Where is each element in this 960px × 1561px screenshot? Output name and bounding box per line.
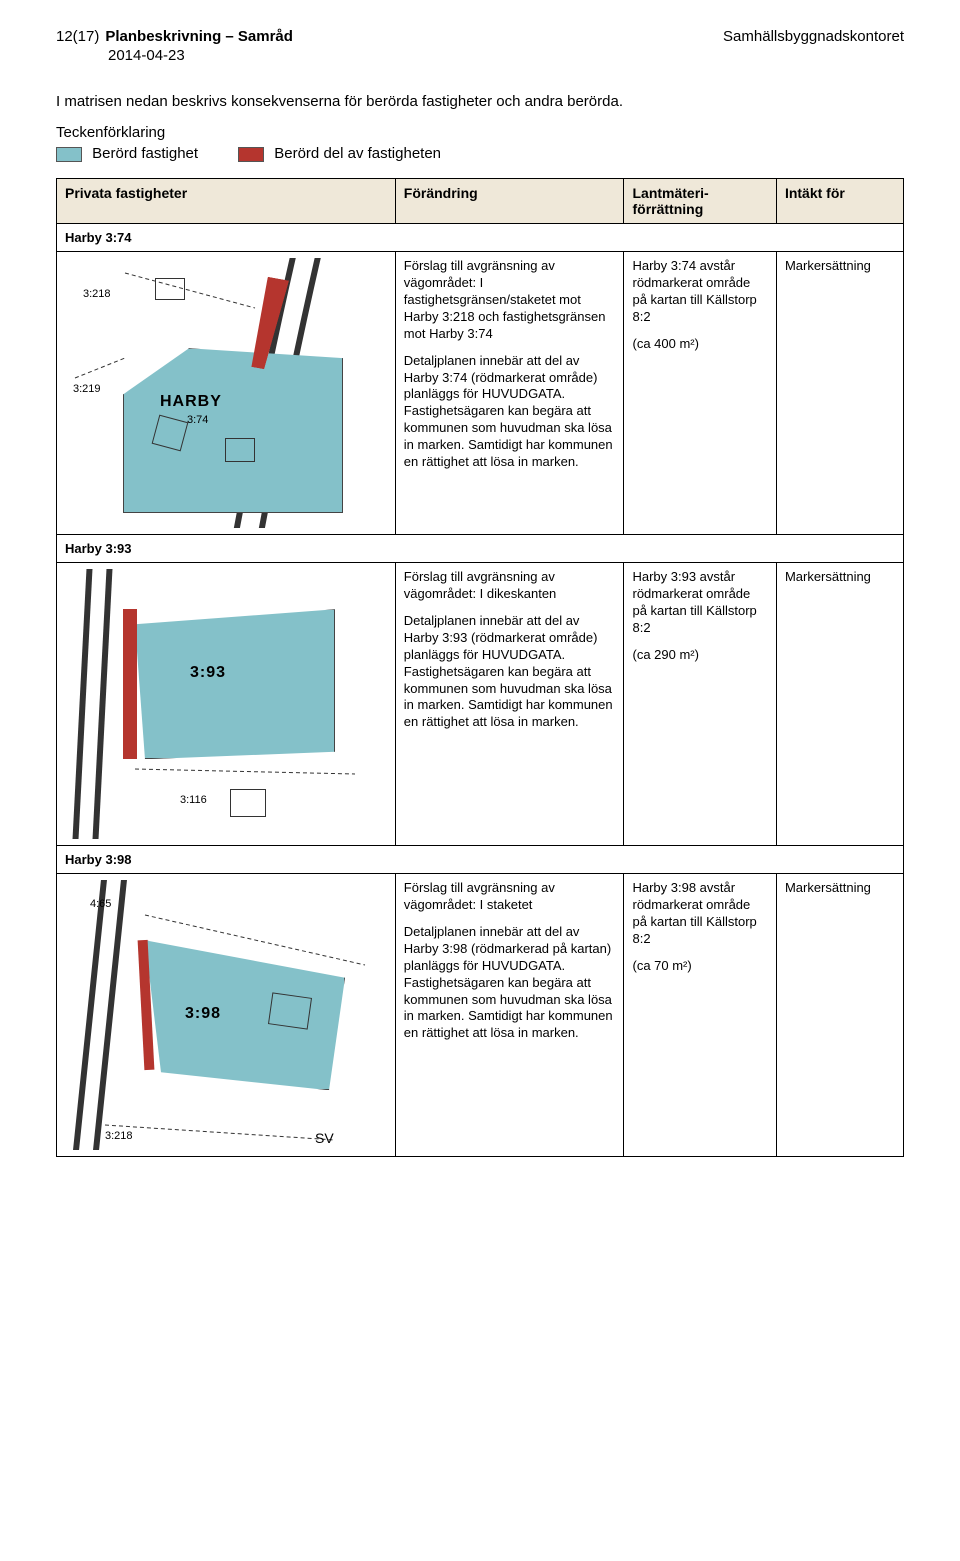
org-name: Samhällsbyggnadskontoret [723,28,904,45]
map-cell: 3:218 3:219 HARBY 3:74 [57,252,396,535]
change-text: Detaljplanen innebär att del av Harby 3:… [404,353,616,471]
table-row: 4:65 3:98 3:218 SV Förslag till avgränsn… [57,874,904,1157]
legend-row: Berörd fastighet Berörd del av fastighet… [56,145,904,162]
map-cell: 3:93 3:116 [57,563,396,846]
map-label: SV [315,1130,334,1146]
change-text: Detaljplanen innebär att del av Harby 3:… [404,924,616,1042]
intakt-cell: Markersättning [776,252,903,535]
affected-property-shape [135,609,335,759]
doc-date: 2014-04-23 [108,47,904,64]
map-label: 3:218 [105,1130,133,1142]
lant-text: Harby 3:98 avstår rödmarkerat område på … [632,880,767,948]
change-cell: Förslag till avgränsning av vägområdet: … [395,252,624,535]
intro-paragraph: I matrisen nedan beskrivs konsekvenserna… [56,92,904,112]
doc-title: Planbeskrivning – Samråd [105,28,293,45]
lant-cell: Harby 3:98 avstår rödmarkerat område på … [624,874,776,1157]
legend-affected-part: Berörd del av fastigheten [238,145,441,162]
lant-area: (ca 290 m²) [632,647,767,664]
lant-area: (ca 70 m²) [632,958,767,975]
table-group-row: Harby 3:98 [57,846,904,874]
map-big-label: HARBY [160,393,222,411]
intakt-cell: Markersättning [776,874,903,1157]
legend-title: Teckenförklaring [56,124,904,141]
building-icon [225,438,255,462]
group-name: Harby 3:98 [57,846,904,874]
map-label: 3:116 [180,794,207,806]
legend-affected-property-label: Berörd fastighet [92,145,198,162]
change-text: Förslag till avgränsning av vägområdet: … [404,880,616,914]
col-header-private: Privata fastigheter [57,179,396,224]
col-header-change: Förändring [395,179,624,224]
table-row: 3:218 3:219 HARBY 3:74 Förslag till avgr… [57,252,904,535]
change-text: Förslag till avgränsning av vägområdet: … [404,258,616,342]
map-harby-393: 3:93 3:116 [65,569,387,839]
lant-cell: Harby 3:74 avstår rödmarkerat område på … [624,252,776,535]
page-header: 12(17) Planbeskrivning – Samråd Samhälls… [56,28,904,45]
legend-affected-property: Berörd fastighet [56,145,198,162]
change-text: Förslag till avgränsning av vägområdet: … [404,569,616,603]
intakt-cell: Markersättning [776,563,903,846]
change-cell: Förslag till avgränsning av vägområdet: … [395,874,624,1157]
lant-area: (ca 400 m²) [632,336,767,353]
table-group-row: Harby 3:93 [57,535,904,563]
swatch-part [238,147,264,162]
change-cell: Förslag till avgränsning av vägområdet: … [395,563,624,846]
change-text: Detaljplanen innebär att del av Harby 3:… [404,613,616,731]
col-header-lant: Lantmäteri-förrättning [624,179,776,224]
map-label: 4:65 [90,898,111,910]
table-row: 3:93 3:116 Förslag till avgränsning av v… [57,563,904,846]
affected-part-shape [123,609,137,759]
legend-affected-part-label: Berörd del av fastigheten [274,145,441,162]
map-label: 3:218 [83,288,111,300]
lant-text: Harby 3:74 avstår rödmarkerat område på … [632,258,767,326]
property-table: Privata fastigheter Förändring Lantmäter… [56,178,904,1157]
swatch-property [56,147,82,162]
map-big-label: 3:98 [185,1005,221,1023]
col-header-intakt: Intäkt för [776,179,903,224]
map-big-label: 3:93 [190,664,226,682]
building-icon [230,789,266,817]
building-icon [268,993,312,1030]
map-harby-374: 3:218 3:219 HARBY 3:74 [65,258,387,528]
group-name: Harby 3:74 [57,224,904,252]
map-harby-398: 4:65 3:98 3:218 SV [65,880,387,1150]
building-icon [155,278,185,300]
lant-cell: Harby 3:93 avstår rödmarkerat område på … [624,563,776,846]
lant-text: Harby 3:93 avstår rödmarkerat område på … [632,569,767,637]
table-header-row: Privata fastigheter Förändring Lantmäter… [57,179,904,224]
map-sub-label: 3:74 [187,414,208,426]
map-label: 3:219 [73,383,101,395]
group-name: Harby 3:93 [57,535,904,563]
map-cell: 4:65 3:98 3:218 SV [57,874,396,1157]
page-number: 12(17) [56,28,99,45]
table-group-row: Harby 3:74 [57,224,904,252]
